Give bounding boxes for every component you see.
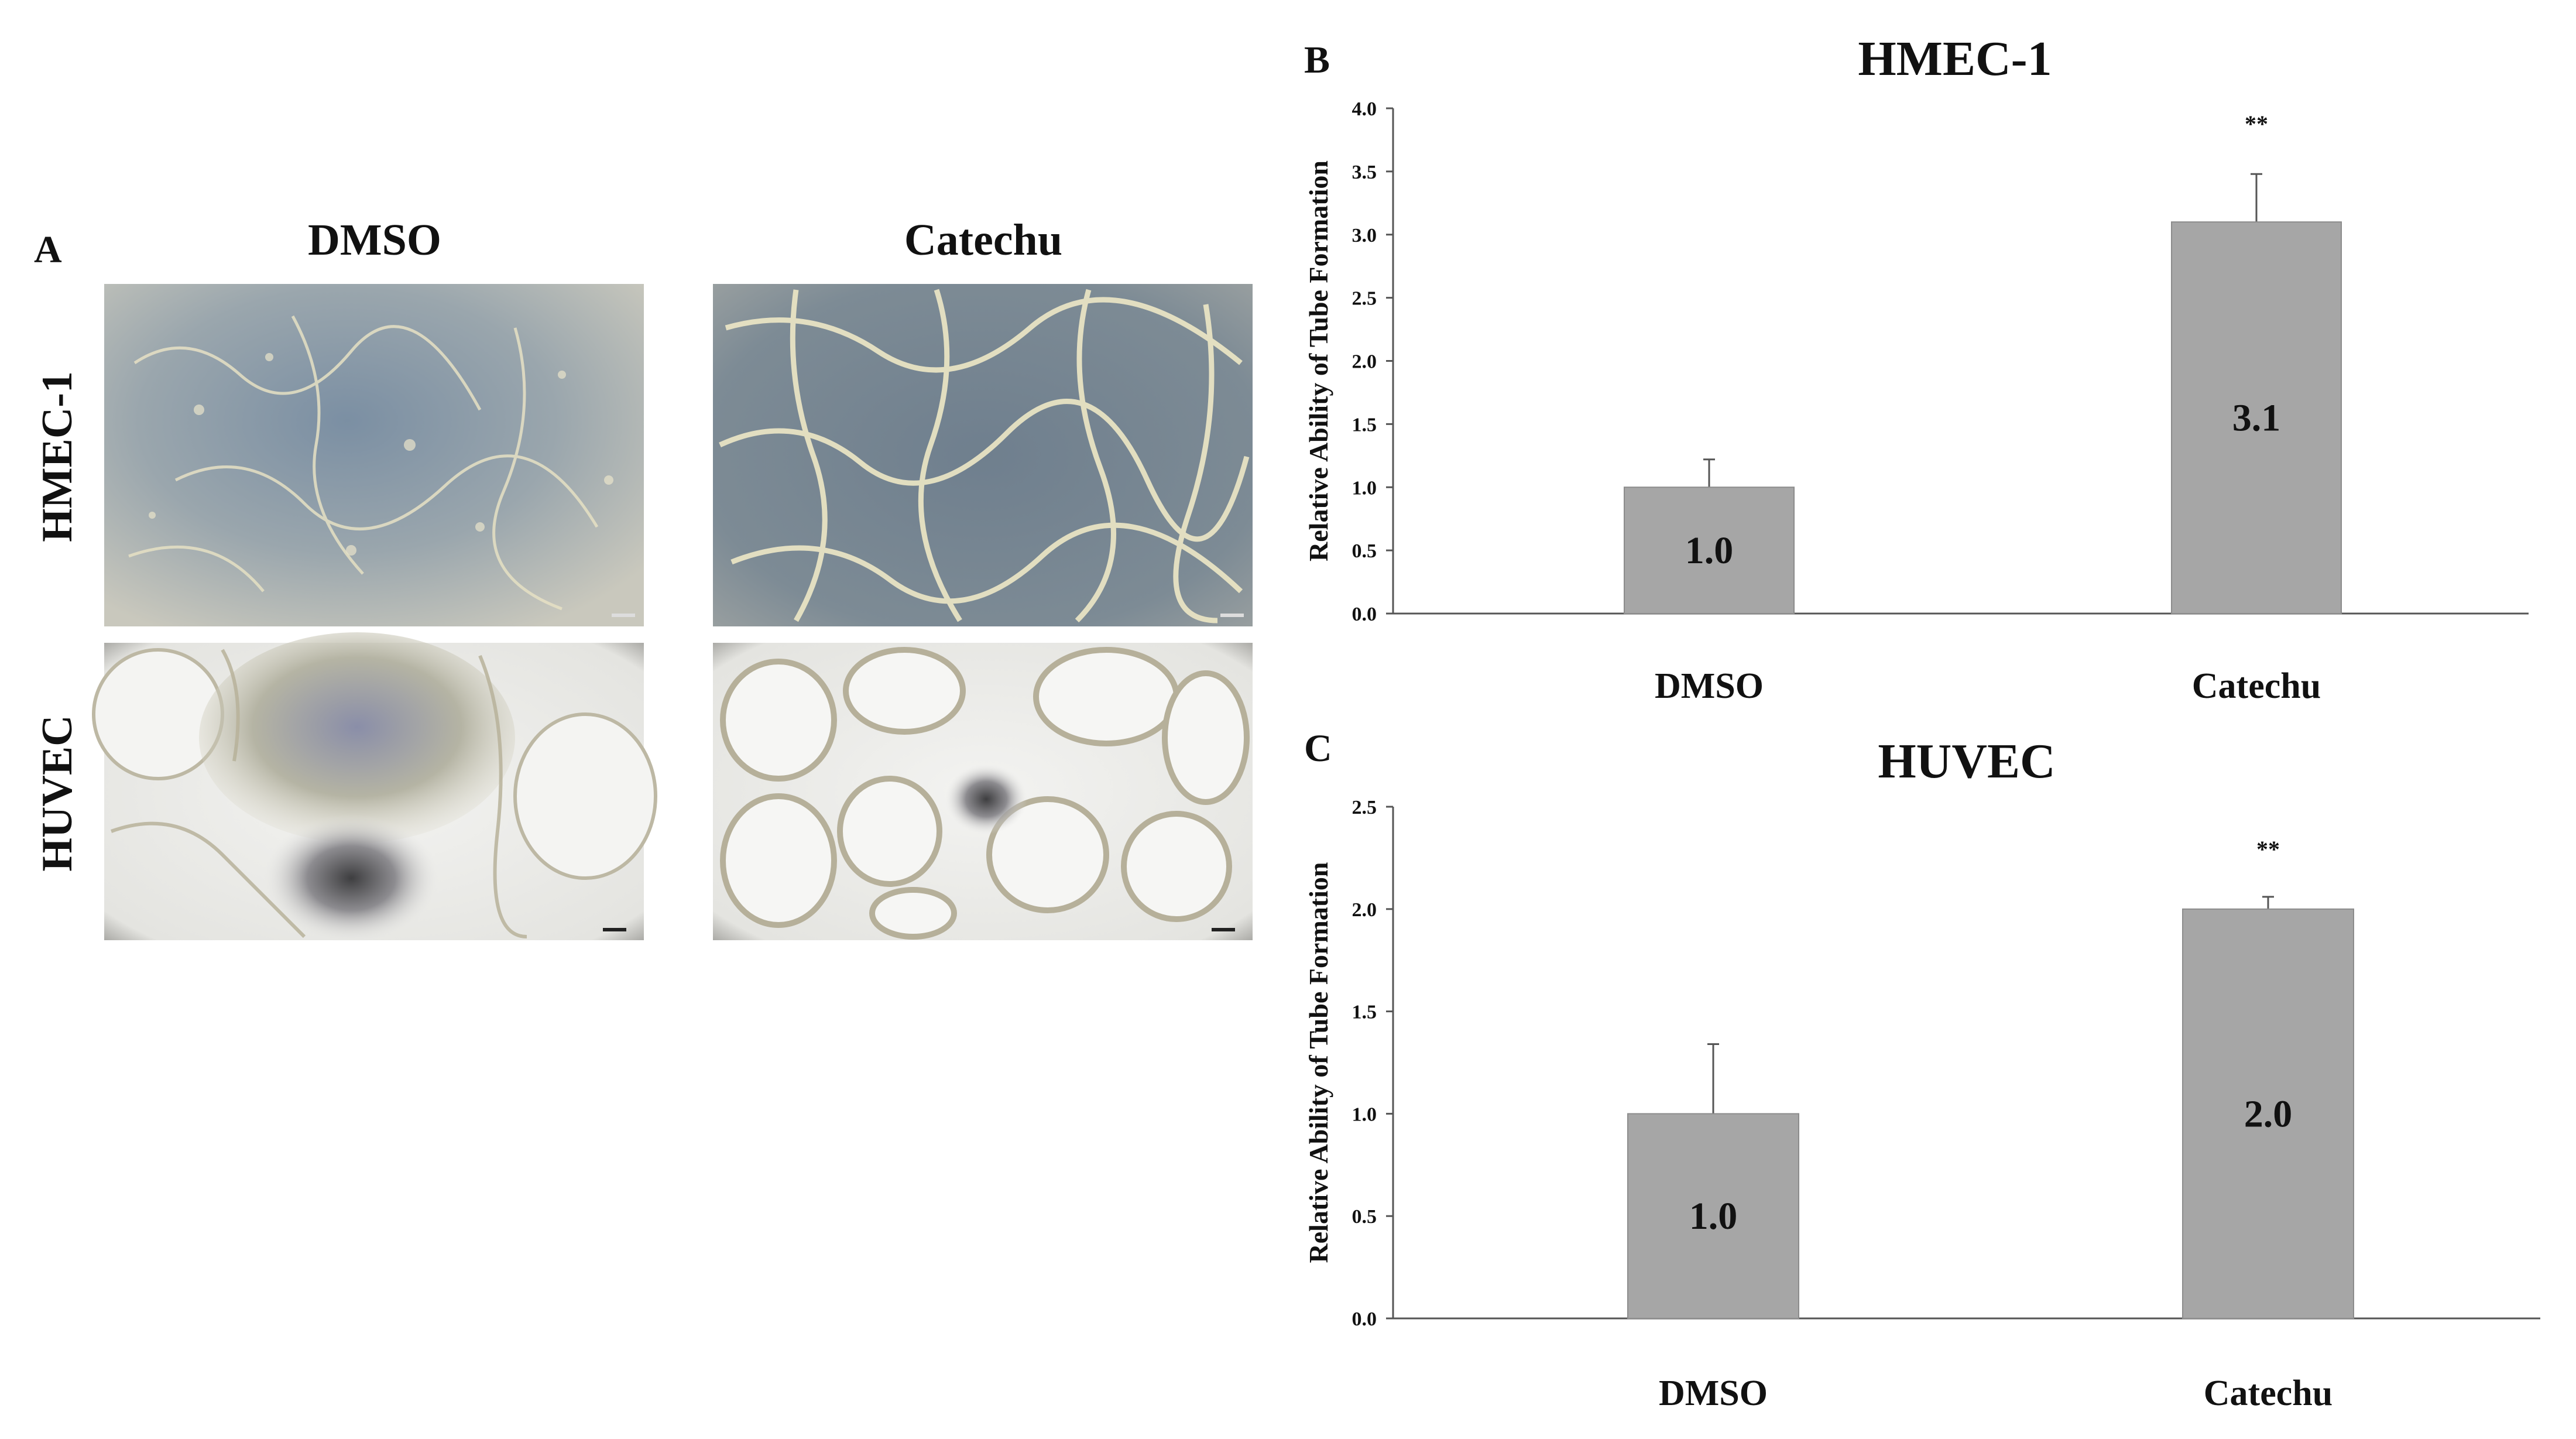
hmec1-y-tick-label: 4.0: [1352, 98, 1377, 120]
huvec-x-category-label: DMSO: [1659, 1373, 1768, 1413]
huvec-bar-value-label: 2.0: [2244, 1092, 2293, 1135]
row-header-hmec1: HMEC-1: [33, 371, 81, 542]
hmec1-bar-value-label: 3.1: [2232, 397, 2281, 440]
huvec-significance-marker: **: [2256, 836, 2280, 862]
huvec-y-axis-label: Relative Ability of Tube Formation: [1304, 862, 1333, 1263]
huvec-y-tick-label: 0.5: [1352, 1206, 1377, 1228]
panel-c-letter: C: [1304, 727, 1332, 770]
huvec-bar-dmso: [1627, 1113, 1799, 1320]
hmec1-x-category-label: DMSO: [1655, 666, 1764, 706]
micrograph-hmec1-dmso: [104, 284, 644, 626]
col-header-catechu: Catechu: [904, 215, 1062, 265]
huvec-y-tick-label: 2.5: [1352, 797, 1377, 818]
chart-hmec1: HMEC-1 Relative Ability of Tube Formation…: [1304, 32, 2529, 706]
hmec1-y-axis-label: Relative Ability of Tube Formation: [1304, 160, 1333, 561]
micrograph-huvec-dmso: [92, 632, 657, 943]
micrograph-huvec-catechu: [713, 643, 1253, 940]
hmec1-y-tick-label: 1.0: [1352, 477, 1377, 499]
hmec1-bar-value-label: 1.0: [1685, 529, 1734, 572]
huvec-y-tick-label: 1.0: [1352, 1104, 1377, 1125]
huvec-y-tick-label: 2.0: [1352, 899, 1377, 921]
huvec-x-category-label: Catechu: [2204, 1373, 2333, 1413]
row-header-huvec: HUVEC: [33, 715, 81, 871]
hmec1-x-category-label: Catechu: [2192, 666, 2321, 706]
hmec1-y-tick-label: 2.0: [1352, 351, 1377, 373]
chart-huvec: HUVEC Relative Ability of Tube Formation 0…: [1304, 734, 2540, 1413]
hmec1-significance-marker: **: [2245, 111, 2268, 137]
hmec1-y-tick-label: 0.0: [1352, 604, 1377, 625]
hmec1-bar-dmso: [1624, 486, 1795, 614]
col-header-dmso: DMSO: [308, 215, 441, 265]
huvec-y-tick-label: 0.0: [1352, 1308, 1377, 1330]
panel-a-letter: A: [34, 228, 62, 271]
micrograph-hmec1-catechu: [713, 284, 1253, 626]
hmec1-chart-title: HMEC-1: [1858, 32, 2052, 86]
hmec1-y-tick-label: 3.5: [1352, 162, 1377, 183]
huvec-chart-title: HUVEC: [1878, 734, 2055, 789]
hmec1-y-tick-label: 2.5: [1352, 288, 1377, 310]
hmec1-y-tick-label: 3.0: [1352, 225, 1377, 246]
hmec1-y-tick-label: 0.5: [1352, 540, 1377, 562]
huvec-bar-value-label: 1.0: [1689, 1195, 1738, 1238]
huvec-y-tick-label: 1.5: [1352, 1002, 1377, 1023]
huvec-bar-catechu: [2182, 908, 2354, 1320]
hmec1-bar-catechu: [2171, 221, 2342, 614]
panel-b-letter: B: [1304, 39, 1330, 81]
hmec1-y-tick-label: 1.5: [1352, 414, 1377, 436]
